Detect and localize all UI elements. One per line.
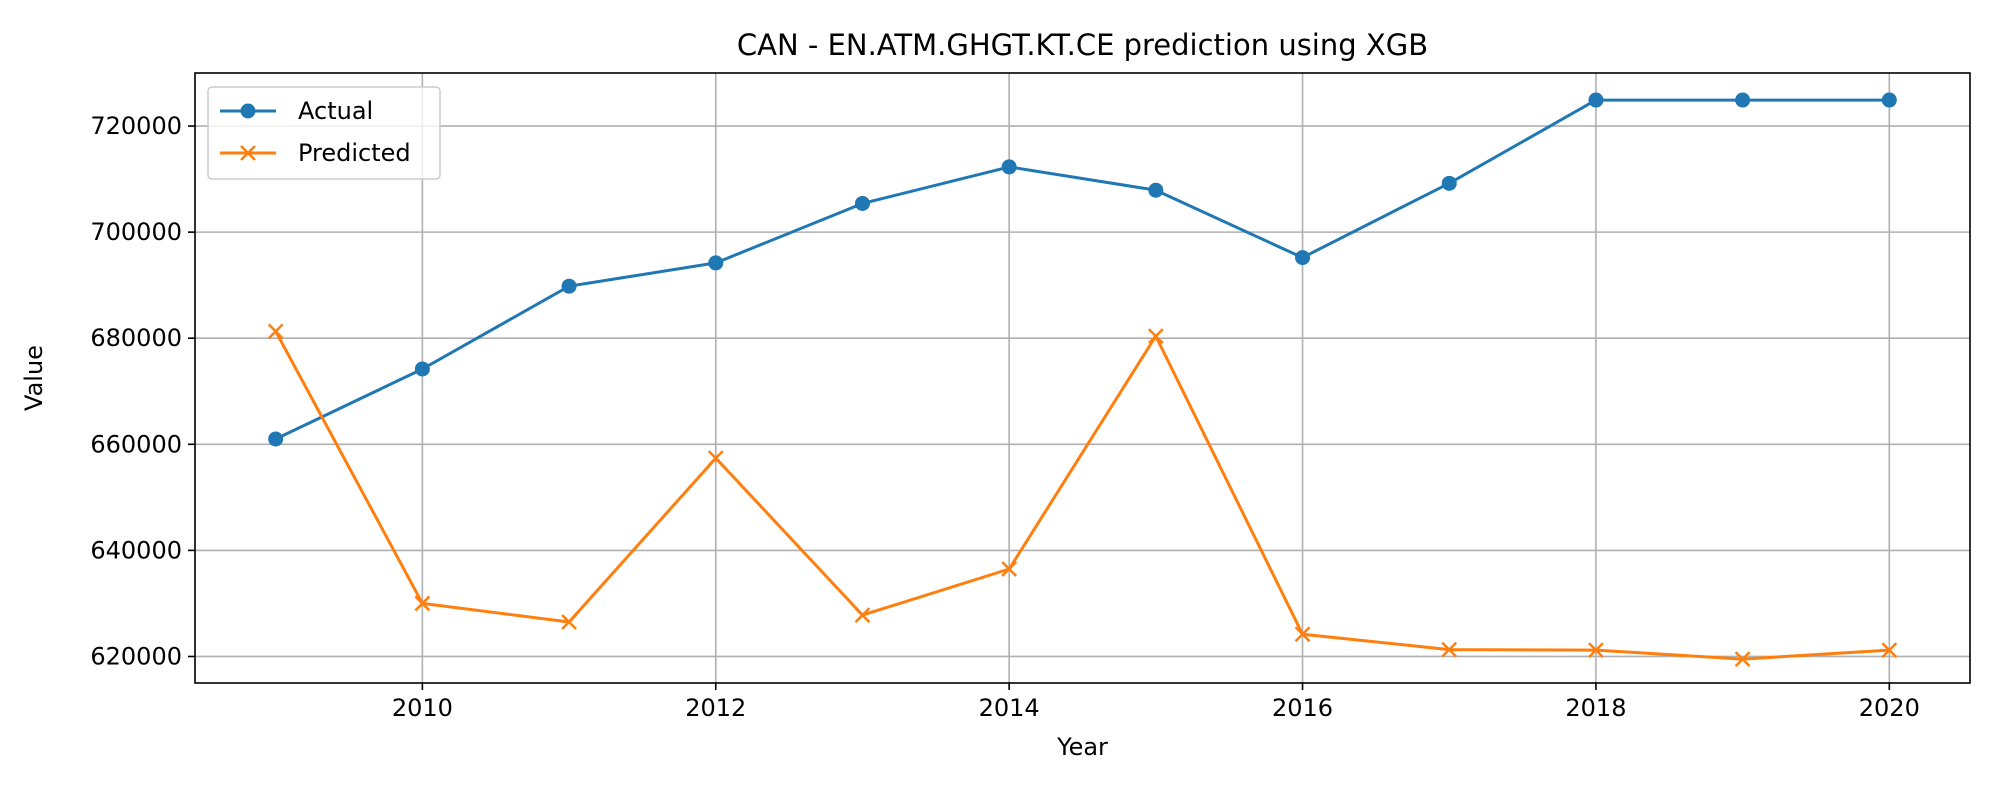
- y-tick-label: 720000: [90, 112, 182, 140]
- predicted-data-point: [1734, 651, 1751, 668]
- actual-data-point: [1295, 250, 1311, 266]
- predicted-data-point: [1588, 642, 1604, 658]
- x-tick-label: 2012: [685, 694, 746, 722]
- y-tick-label: 660000: [90, 430, 182, 458]
- actual-data-point: [561, 278, 577, 294]
- predicted-data-point: [267, 323, 284, 340]
- predicted-data-point: [1294, 626, 1311, 643]
- actual-data-point: [1441, 175, 1457, 191]
- x-tick-label: 2014: [979, 694, 1040, 722]
- actual-data-point: [414, 361, 430, 377]
- predicted-data-point: [1881, 642, 1898, 658]
- legend-actual-marker: [240, 103, 256, 119]
- y-axis-label: Value: [20, 345, 48, 411]
- actual-data-point: [1001, 159, 1017, 175]
- predicted-data-point: [707, 450, 724, 466]
- x-tick-label: 2016: [1272, 694, 1333, 722]
- x-tick-label: 2018: [1565, 694, 1626, 722]
- plot-frame: [194, 72, 1971, 684]
- predicted-data-point: [1001, 561, 1018, 577]
- legend-predicted-marker: [240, 145, 256, 161]
- y-tick-label: 700000: [90, 218, 182, 246]
- actual-data-point: [1735, 92, 1751, 108]
- grid: [195, 73, 1970, 683]
- actual-data-point: [1148, 182, 1164, 198]
- legend: Actual Predicted: [207, 86, 441, 180]
- x-axis-label: Year: [1056, 733, 1108, 761]
- predicted-data-point: [1147, 328, 1164, 344]
- actual-data-point: [708, 255, 724, 271]
- y-tick-label: 620000: [90, 642, 182, 670]
- y-tick-label: 640000: [90, 536, 182, 564]
- actual-data-point: [268, 431, 284, 447]
- predicted-data-point: [414, 595, 431, 612]
- actual-data-point: [854, 195, 870, 211]
- y-tick-label: 680000: [90, 324, 182, 352]
- predicted-series-line: [274, 330, 1890, 661]
- ticks: 2010 2012 2014 2016 2018 2020 620000 640000 6600…: [90, 112, 1919, 722]
- predicted-data-point: [854, 607, 871, 623]
- legend-actual-label: Actual: [298, 97, 373, 125]
- actual-data-point: [1588, 92, 1604, 108]
- x-tick-label: 2020: [1859, 694, 1920, 722]
- actual-series-line: [275, 98, 1890, 441]
- predicted-data-point: [561, 614, 577, 630]
- chart-title: CAN - EN.ATM.GHGT.KT.CE prediction using…: [737, 28, 1428, 62]
- actual-data-point: [1881, 92, 1897, 108]
- x-tick-label: 2010: [392, 694, 453, 722]
- series-layer: [267, 92, 1898, 668]
- predicted-data-point: [1441, 641, 1458, 658]
- legend-predicted-label: Predicted: [298, 139, 411, 167]
